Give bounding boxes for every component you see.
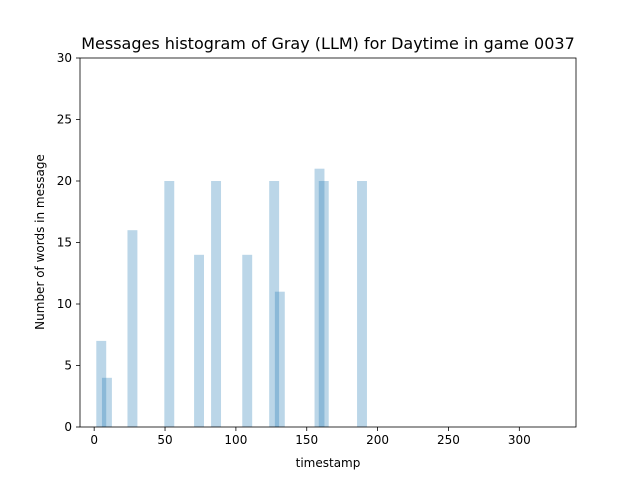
y-tick-label: 0 bbox=[64, 420, 72, 434]
bar-11 bbox=[357, 181, 367, 427]
y-tick-label: 30 bbox=[57, 51, 72, 65]
bar-6 bbox=[242, 254, 253, 427]
bar-7 bbox=[269, 181, 280, 427]
y-axis-label: Number of words in message bbox=[33, 154, 47, 330]
y-tick-label: 10 bbox=[57, 297, 72, 311]
y-axis-ticks: 0 5 10 15 20 25 30 bbox=[57, 51, 80, 434]
x-tick-label: 300 bbox=[508, 433, 531, 447]
x-tick-label: 150 bbox=[295, 433, 318, 447]
x-tick-label: 250 bbox=[437, 433, 460, 447]
bars-group bbox=[96, 168, 367, 427]
x-tick-label: 0 bbox=[90, 433, 98, 447]
x-tick-label: 100 bbox=[224, 433, 247, 447]
x-tick-label: 200 bbox=[366, 433, 389, 447]
y-tick-label: 15 bbox=[57, 236, 72, 250]
bar-1 bbox=[101, 377, 112, 427]
bar-10 bbox=[318, 181, 329, 427]
y-tick-label: 20 bbox=[57, 174, 72, 188]
bar-9 bbox=[314, 168, 325, 427]
x-axis-label: timestamp bbox=[296, 456, 361, 470]
y-tick-label: 25 bbox=[57, 113, 72, 127]
bar-0 bbox=[96, 340, 107, 427]
bar-4 bbox=[194, 254, 204, 427]
bar-8 bbox=[274, 291, 285, 427]
x-axis-ticks: 0 50 100 150 200 250 300 bbox=[90, 427, 531, 447]
bar-5 bbox=[211, 181, 222, 427]
x-tick-label: 50 bbox=[157, 433, 172, 447]
bar-3 bbox=[164, 181, 175, 427]
y-tick-label: 5 bbox=[64, 359, 72, 373]
bar-2 bbox=[127, 230, 138, 427]
chart-title: Messages histogram of Gray (LLM) for Day… bbox=[81, 34, 575, 53]
